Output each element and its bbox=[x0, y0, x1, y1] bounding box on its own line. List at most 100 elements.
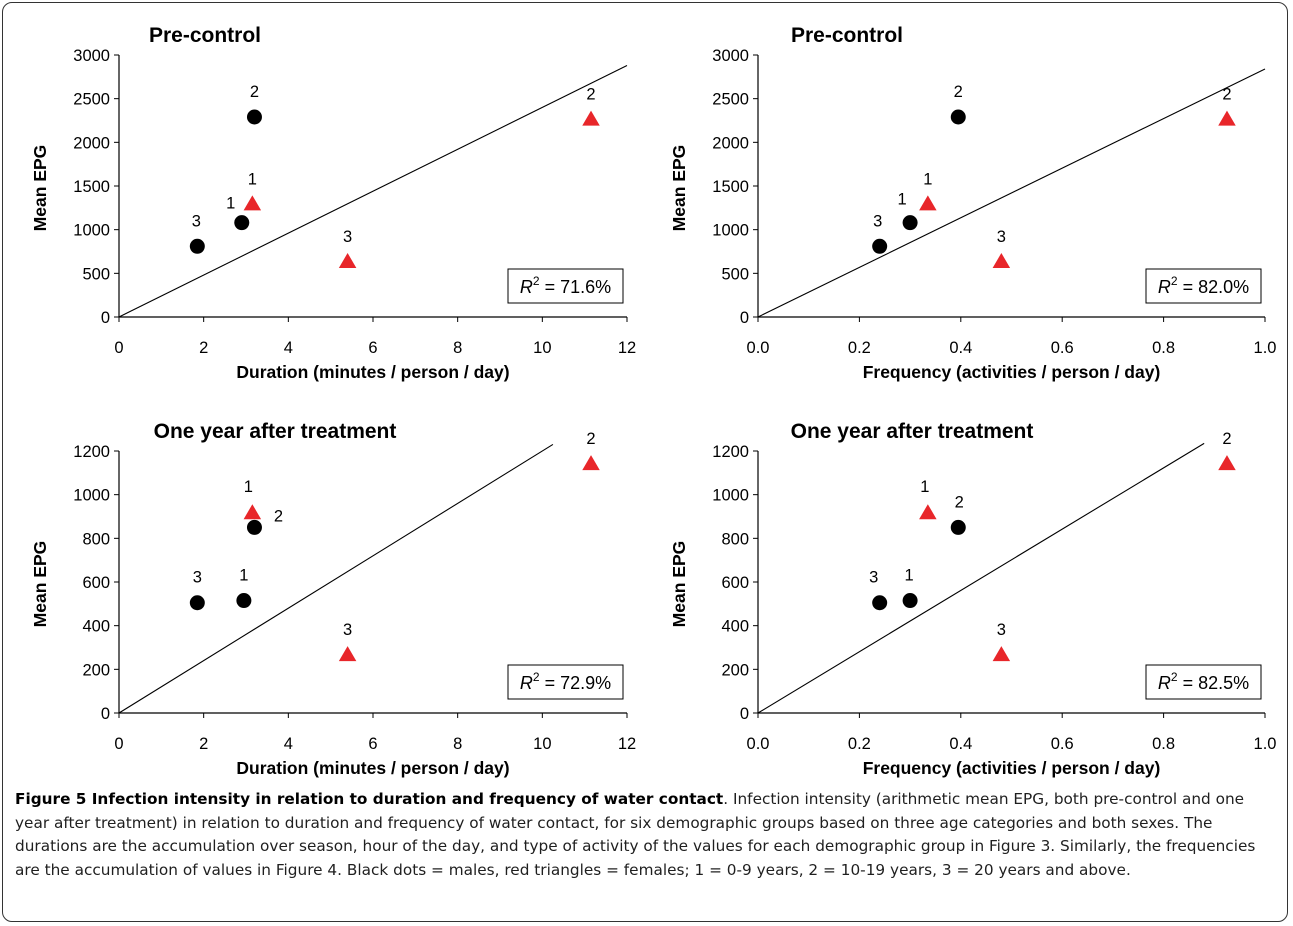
point-label: 1 bbox=[226, 195, 235, 213]
female-point-3 bbox=[338, 646, 357, 662]
r-squared-label: R2 = 82.0% bbox=[1158, 274, 1249, 297]
x-tick-label: 0.2 bbox=[848, 735, 871, 753]
y-tick-label: 1000 bbox=[73, 222, 110, 240]
y-tick-label: 2000 bbox=[73, 134, 110, 152]
trendline bbox=[757, 442, 1205, 714]
x-tick-label: 12 bbox=[618, 735, 636, 753]
x-tick-label: 4 bbox=[284, 339, 293, 357]
y-tick-label: 500 bbox=[82, 265, 110, 283]
x-tick-label: 0.0 bbox=[747, 735, 770, 753]
y-tick-label: 3000 bbox=[712, 47, 749, 65]
point-label: 3 bbox=[997, 621, 1006, 639]
point-label: 2 bbox=[1222, 430, 1231, 448]
caption-body: . Infection intensity (arithmetic mean E… bbox=[15, 790, 1256, 879]
point-label: 1 bbox=[898, 191, 907, 209]
point-label: 1 bbox=[244, 478, 253, 496]
r-squared-label: R2 = 82.5% bbox=[1158, 670, 1249, 693]
y-tick-label: 500 bbox=[721, 265, 749, 283]
y-tick-label: 600 bbox=[721, 574, 749, 592]
r-squared-box bbox=[1145, 664, 1262, 700]
x-tick-label: 0 bbox=[114, 339, 123, 357]
r-squared-box bbox=[1145, 268, 1262, 304]
point-label: 1 bbox=[248, 170, 257, 188]
point-label: 2 bbox=[1222, 86, 1231, 104]
trendline bbox=[118, 443, 554, 714]
y-tick-label: 2500 bbox=[712, 91, 749, 109]
point-label: 3 bbox=[873, 212, 882, 230]
x-tick-label: 0.6 bbox=[1051, 735, 1074, 753]
chart-title: Pre-control bbox=[149, 24, 261, 47]
x-axis-label: Duration (minutes / person / day) bbox=[236, 362, 509, 382]
x-tick-label: 0.2 bbox=[848, 339, 871, 357]
male-point-1 bbox=[236, 593, 252, 609]
x-tick-label: 0.4 bbox=[949, 735, 972, 753]
x-tick-label: 2 bbox=[199, 735, 208, 753]
x-tick-label: 6 bbox=[368, 339, 377, 357]
y-axis-label: Mean EPG bbox=[30, 145, 50, 232]
y-tick-label: 0 bbox=[101, 705, 110, 723]
male-point-2 bbox=[246, 519, 262, 535]
y-tick-label: 1500 bbox=[712, 178, 749, 196]
y-axis-label: Mean EPG bbox=[669, 145, 689, 232]
point-label: 1 bbox=[923, 170, 932, 188]
point-label: 1 bbox=[905, 567, 914, 585]
y-tick-label: 1000 bbox=[73, 487, 110, 505]
x-axis-label: Frequency (activities / person / day) bbox=[863, 758, 1161, 778]
male-point-2 bbox=[950, 519, 966, 535]
female-point-3 bbox=[992, 252, 1011, 268]
y-tick-label: 1000 bbox=[712, 222, 749, 240]
x-axis-label: Frequency (activities / person / day) bbox=[863, 362, 1161, 382]
chart-panel-1: Pre-control 0 500 1000 1500 2000 2500 3000 0 2 4 6 8… bbox=[30, 24, 636, 382]
female-point-2 bbox=[582, 455, 600, 471]
chart-title: One year after treatment bbox=[791, 420, 1034, 443]
point-label: 3 bbox=[997, 228, 1006, 246]
x-tick-label: 8 bbox=[453, 735, 462, 753]
female-point-2 bbox=[582, 110, 600, 126]
point-label: 3 bbox=[869, 569, 878, 587]
y-tick-label: 200 bbox=[721, 661, 749, 679]
chart-panel-4: One year after treatment 0 200 400 600 800 100… bbox=[669, 420, 1276, 778]
caption-title: Figure 5 Infection intensity in relation… bbox=[15, 790, 724, 808]
y-tick-label: 1500 bbox=[73, 178, 110, 196]
x-tick-label: 10 bbox=[533, 339, 551, 357]
y-axis-label: Mean EPG bbox=[669, 541, 689, 628]
x-tick-label: 10 bbox=[533, 735, 551, 753]
x-tick-label: 0.8 bbox=[1152, 339, 1175, 357]
point-label: 2 bbox=[586, 430, 595, 448]
chart-panel-2: Pre-control 0 500 1000 1500 2000 2500 3000 0.0 0.… bbox=[669, 24, 1276, 382]
y-tick-label: 400 bbox=[721, 618, 749, 636]
male-point-3 bbox=[872, 238, 888, 254]
x-tick-label: 0.4 bbox=[949, 339, 972, 357]
female-point-3 bbox=[338, 252, 357, 268]
r-squared-label: R2 = 71.6% bbox=[520, 274, 611, 297]
point-label: 1 bbox=[920, 478, 929, 496]
y-tick-label: 3000 bbox=[73, 47, 110, 65]
y-axis-label: Mean EPG bbox=[30, 541, 50, 628]
r-squared-box bbox=[507, 664, 624, 700]
male-point-2 bbox=[246, 109, 262, 125]
chart-title: One year after treatment bbox=[154, 420, 397, 443]
male-point-2 bbox=[950, 109, 966, 125]
x-tick-label: 1.0 bbox=[1254, 735, 1277, 753]
female-point-1 bbox=[243, 504, 262, 520]
point-label: 2 bbox=[954, 83, 963, 101]
y-tick-label: 800 bbox=[82, 530, 110, 548]
point-label: 1 bbox=[239, 567, 248, 585]
x-tick-label: 1.0 bbox=[1254, 339, 1277, 357]
point-label: 2 bbox=[955, 493, 964, 511]
x-tick-label: 8 bbox=[453, 339, 462, 357]
male-point-1 bbox=[234, 215, 250, 231]
x-tick-label: 12 bbox=[618, 339, 636, 357]
x-tick-label: 0 bbox=[114, 735, 123, 753]
point-label: 3 bbox=[343, 621, 352, 639]
female-point-2 bbox=[1218, 110, 1236, 126]
y-tick-label: 200 bbox=[82, 661, 110, 679]
male-point-1 bbox=[902, 593, 918, 609]
trendline bbox=[757, 68, 1266, 318]
y-tick-label: 800 bbox=[721, 530, 749, 548]
y-tick-label: 1200 bbox=[712, 443, 749, 461]
y-tick-label: 0 bbox=[101, 309, 110, 327]
female-point-3 bbox=[992, 646, 1011, 662]
